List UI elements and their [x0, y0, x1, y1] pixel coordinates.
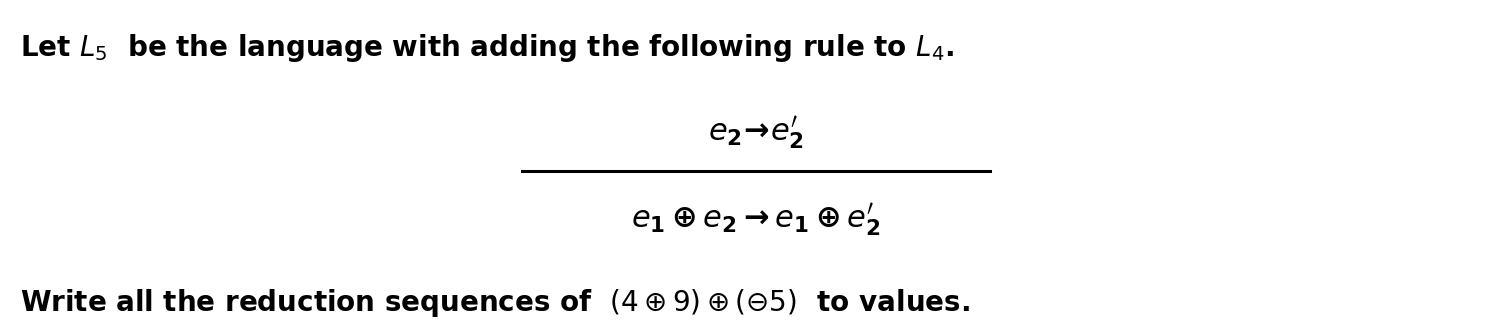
Text: Write all the reduction sequences of  $(4 \oplus 9) \oplus (\ominus 5)$  to valu: Write all the reduction sequences of $(4…: [20, 287, 969, 319]
Text: $\mathbf{\mathit{e}_1 \oplus \mathit{e}_2 \rightarrow \mathit{e}_1 \oplus \mathi: $\mathbf{\mathit{e}_1 \oplus \mathit{e}_…: [631, 201, 881, 238]
Text: $\mathbf{\mathit{e}_2 \!\rightarrow\! \mathit{e}_2'}$: $\mathbf{\mathit{e}_2 \!\rightarrow\! \m…: [708, 114, 804, 152]
Text: Let $\mathit{L}_5$  be the language with adding the following rule to $\mathit{L: Let $\mathit{L}_5$ be the language with …: [20, 31, 954, 64]
